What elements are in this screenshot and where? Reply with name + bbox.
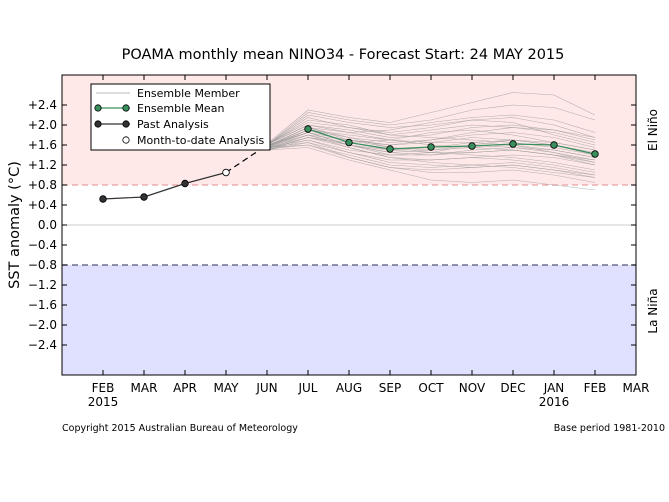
ensemble-member-line-25: [266, 117, 596, 146]
y-tick-label: −2.0: [28, 318, 57, 332]
legend: Ensemble Member Ensemble Mean Past Analy…: [90, 83, 271, 151]
ensemble-member-line-11: [266, 92, 596, 145]
ensemble-mean-point-4: [427, 143, 435, 151]
el-nino-label: El Niño: [646, 109, 660, 151]
ensemble-member-line-18: [266, 147, 596, 191]
ensemble-mean-point-6: [509, 140, 517, 148]
legend-ensemble-mean-label: Ensemble Mean: [137, 102, 224, 115]
ensemble-member-line-30: [266, 144, 596, 178]
x-tick-label: AUG: [336, 381, 362, 395]
y-tick-label: +1.6: [28, 138, 57, 152]
ensemble-mean-point-5: [468, 142, 476, 150]
la-nina-label: La Niña: [646, 288, 660, 333]
ensemble-mean-point-3: [386, 145, 394, 153]
legend-box: [90, 83, 271, 151]
past-analysis-line: [102, 171, 227, 200]
legend-month-to-date-label: Month-to-date Analysis: [137, 134, 265, 147]
y-tick-label: −2.4: [28, 338, 57, 352]
y-tick-label: 0.0: [38, 218, 57, 232]
y-tick-label: −0.4: [28, 238, 57, 252]
x-tick-label: OCT: [418, 381, 444, 395]
ensemble-mean-point-2: [345, 138, 353, 147]
legend-ensemble-mean-marker-right: [122, 104, 130, 112]
x-tick-label: JUL: [297, 381, 317, 395]
base-period-text: Base period 1981-2010: [554, 423, 665, 434]
y-tick-label: +2.0: [28, 118, 57, 132]
x-tick-label: MAR: [623, 381, 650, 395]
ensemble-member-line-14: [266, 124, 596, 146]
ensemble-member-line-20: [266, 134, 596, 178]
x-tick-label: JUN: [255, 381, 277, 395]
legend-ensemble-mean-marker-left: [94, 104, 102, 112]
x-tick-label: MAY: [214, 381, 240, 395]
x-tick-year-label: 2015: [88, 395, 119, 409]
ensemble-member-line-10: [266, 142, 596, 183]
ensemble-mean-point-1: [304, 125, 312, 133]
ensemble-member-line-8: [266, 119, 596, 156]
y-tick-label: +2.4: [28, 98, 57, 112]
legend-month-to-date-marker: [122, 136, 130, 144]
x-tick-label: SEP: [379, 381, 401, 395]
x-tick-label: FEB: [584, 381, 607, 395]
x-tick-label: FEB: [92, 381, 115, 395]
analysis-series: [99, 125, 599, 203]
x-tick-label: DEC: [500, 381, 525, 395]
y-tick-label: −1.6: [28, 298, 57, 312]
axis-ticks: +2.4 +2.0 +1.6 +1.2 +0.8 +0.4 0.0 −0.4 −0.8 −1.2 −…: [28, 75, 650, 409]
y-tick-label: +1.2: [28, 158, 57, 172]
x-tick-label: MAR: [131, 381, 158, 395]
ensemble-mean-line: [307, 128, 596, 155]
region-backgrounds: [62, 75, 636, 375]
legend-past-analysis-marker-right: [122, 120, 130, 128]
y-tick-label: −1.2: [28, 278, 57, 292]
x-tick-label: APR: [173, 381, 197, 395]
ensemble-member-line-22: [266, 124, 596, 156]
ensemble-mean-point-7: [550, 141, 558, 149]
ensemble-member-line-28: [266, 127, 596, 166]
chart-title: POAMA monthly mean NINO34 - Forecast Sta…: [122, 47, 565, 63]
ensemble-member-line-6: [266, 114, 596, 147]
y-tick-label: −0.8: [28, 258, 57, 272]
ensemble-member-line-26: [266, 142, 596, 166]
x-tick-year-label: 2016: [539, 395, 570, 409]
x-tick-label: JAN: [543, 381, 565, 395]
y-tick-label: +0.8: [28, 178, 57, 192]
month-to-date-point-1: [222, 168, 230, 177]
past-analysis-point-3: [181, 179, 189, 188]
y-tick-label: +0.4: [28, 198, 57, 212]
ensemble-members: [266, 92, 596, 191]
y-axis-label: SST anomaly (°C): [7, 161, 23, 289]
ensemble-member-line-4: [266, 104, 596, 146]
x-tick-label: NOV: [459, 381, 486, 395]
past-analysis-point-1: [99, 195, 107, 203]
legend-past-analysis-marker-left: [94, 120, 102, 128]
ensemble-member-line-19: [266, 114, 596, 146]
ensemble-mean-point-8: [591, 150, 599, 158]
legend-ensemble-member-label: Ensemble Member: [137, 87, 240, 100]
legend-past-analysis-label: Past Analysis: [137, 118, 209, 131]
threshold-lines: [62, 184, 636, 266]
past-analysis-point-2: [140, 193, 148, 201]
region-la-nina: [62, 265, 636, 375]
ensemble-member-line-15: [266, 144, 596, 176]
copyright-text: Copyright 2015 Australian Bureau of Mete…: [62, 423, 298, 434]
